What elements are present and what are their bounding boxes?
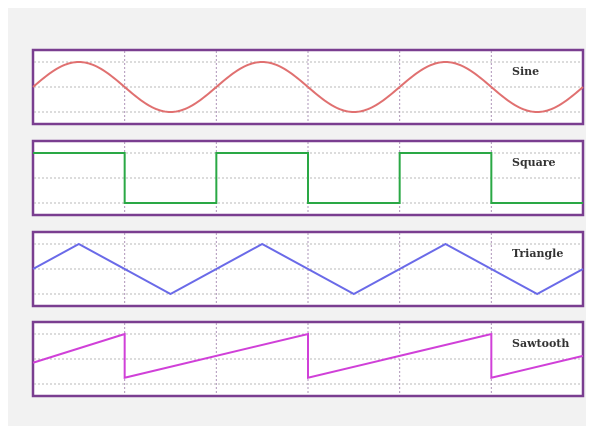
panel-square: Square (31, 139, 585, 217)
triangle-label: Triangle (512, 247, 563, 260)
square-label: Square (512, 156, 556, 169)
sawtooth-wave (32, 332, 584, 380)
sine-wave (32, 60, 584, 114)
panel-sine: Sine (31, 48, 585, 126)
panel-sawtooth: Sawtooth (31, 320, 585, 398)
sine-label: Sine (512, 65, 539, 78)
triangle-wave (32, 242, 584, 296)
square-wave (33, 152, 583, 204)
sawtooth-label: Sawtooth (512, 337, 569, 350)
panel-triangle: Triangle (31, 230, 585, 308)
